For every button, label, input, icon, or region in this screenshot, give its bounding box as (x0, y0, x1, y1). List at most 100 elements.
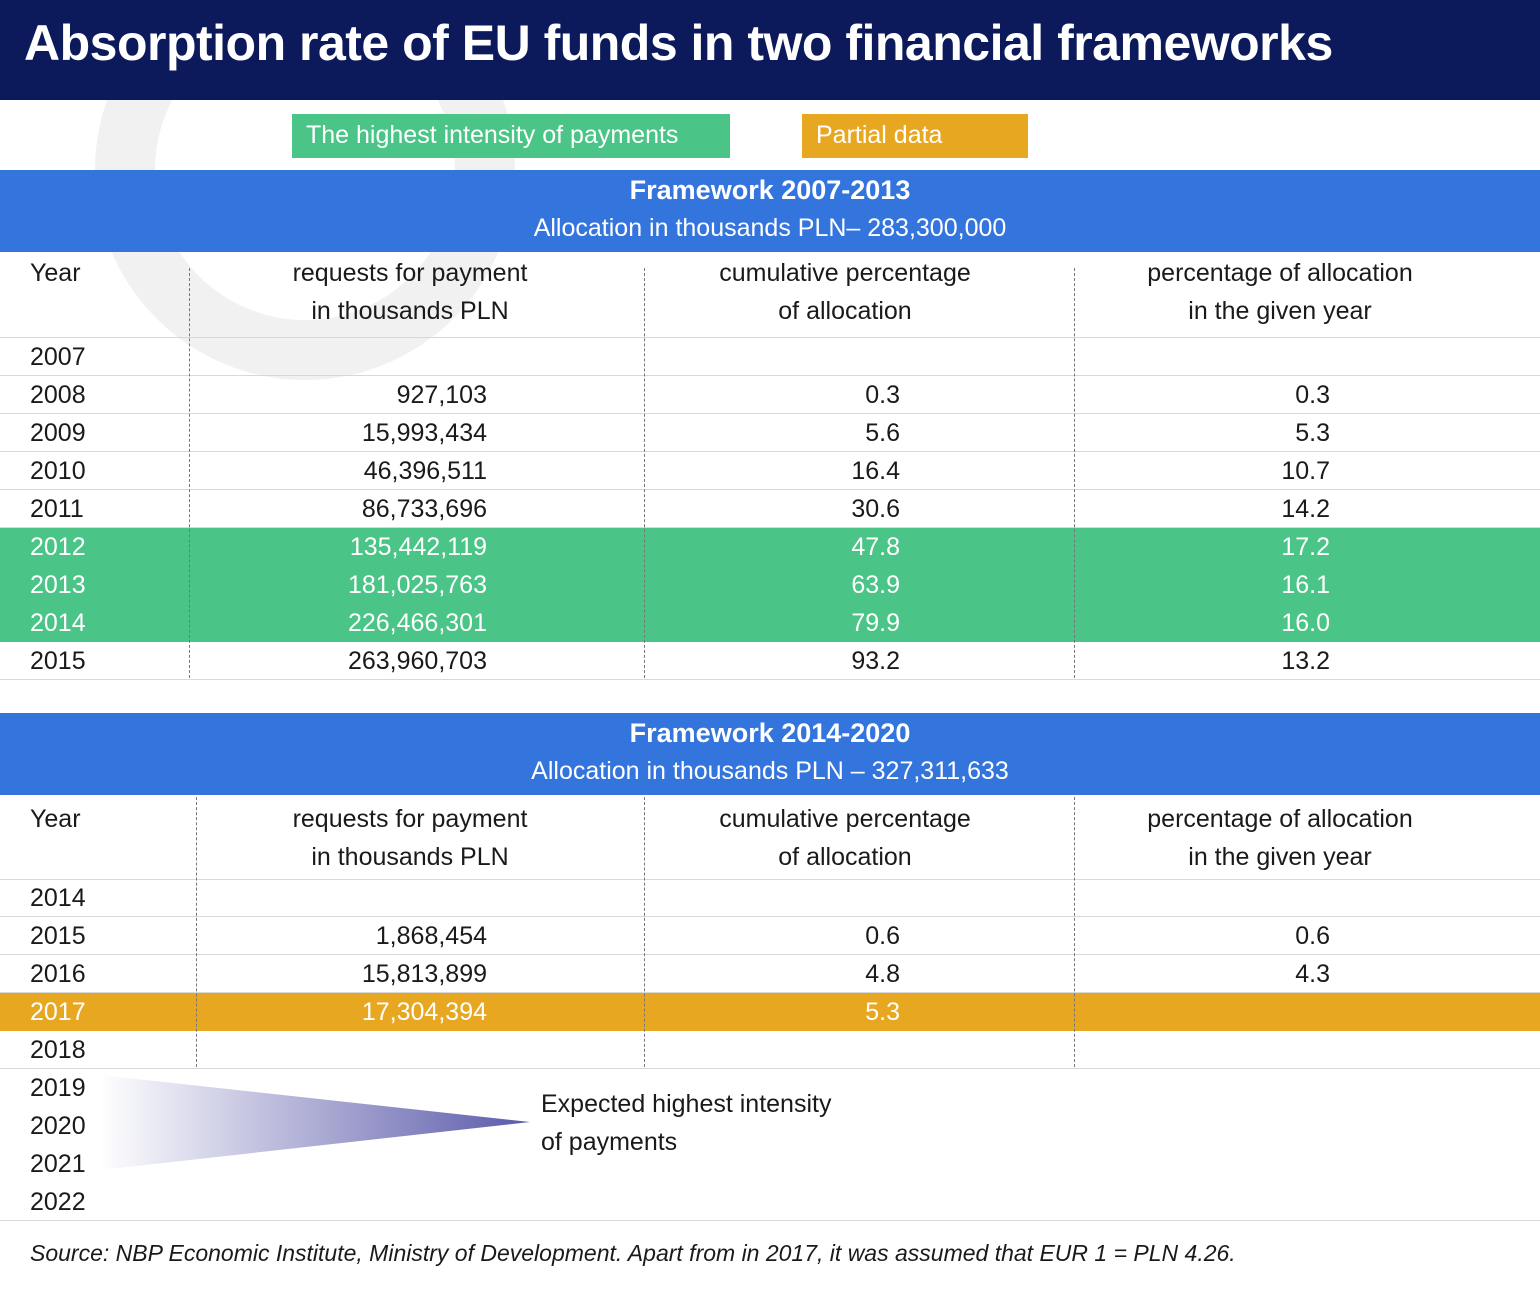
requests-cell: 181,025,763 (347, 571, 487, 599)
header-divider (0, 879, 1540, 880)
table-row: 2010 46,396,511 16.4 10.7 (0, 452, 1540, 490)
source-note: Source: NBP Economic Institute, Ministry… (30, 1240, 1236, 1266)
year-cell: 2017 (30, 998, 86, 1026)
framework-2007-2013-header: Framework 2007-2013 Allocation in thousa… (0, 170, 1540, 252)
table-row: 2018 (0, 1031, 1540, 1069)
percentage-cell: 16.1 (1281, 571, 1330, 599)
table-row: 2009 15,993,434 5.6 5.3 (0, 414, 1540, 452)
year-cell: 2010 (30, 457, 86, 485)
percentage-cell: 0.6 (1295, 922, 1330, 950)
table-row: 2014 (0, 879, 1540, 917)
table-row: 2014 226,466,301 79.9 16.0 (0, 604, 1540, 642)
table-row: 2015 263,960,703 93.2 13.2 (0, 642, 1540, 680)
percentage-cell: 17.2 (1281, 533, 1330, 561)
table-row: 2016 15,813,899 4.8 4.3 (0, 955, 1540, 993)
expected-intensity-arrow-icon (100, 1075, 530, 1170)
row-divider (0, 916, 1540, 917)
col-percentage-header: percentage of allocation in the given ye… (1147, 805, 1413, 871)
future-year: 2019 (30, 1074, 86, 1102)
col-requests-header: requests for payment in thousands PLN (292, 259, 528, 325)
future-year: 2021 (30, 1150, 86, 1178)
table-row: 2017 17,304,394 5.3 (0, 993, 1540, 1031)
row-divider (0, 527, 1540, 528)
expected-intensity-label: Expected highest intensity of payments (541, 1090, 832, 1156)
requests-cell: 1,868,454 (375, 922, 487, 950)
table-row: 2015 1,868,454 0.6 0.6 (0, 917, 1540, 955)
cumulative-cell: 16.4 (851, 457, 900, 485)
col-cumulative-header: cumulative percentage of allocation (719, 259, 971, 325)
future-year: 2020 (30, 1112, 86, 1140)
cumulative-cell: 30.6 (851, 495, 900, 523)
column-divider (1074, 268, 1075, 678)
row-divider (0, 992, 1540, 993)
future-year: 2022 (30, 1188, 86, 1216)
percentage-cell: 16.0 (1281, 609, 1330, 637)
year-cell: 2012 (30, 533, 86, 561)
col-percentage-header: percentage of allocation in the given ye… (1147, 259, 1413, 325)
year-cell: 2014 (30, 609, 86, 637)
percentage-cell: 13.2 (1281, 647, 1330, 675)
requests-cell: 226,466,301 (347, 609, 487, 637)
column-divider (644, 268, 645, 678)
requests-cell: 135,442,119 (349, 533, 487, 561)
col-cumulative-header: cumulative percentage of allocation (719, 805, 971, 871)
column-divider (1074, 797, 1075, 1067)
percentage-cell: 4.3 (1295, 960, 1330, 988)
cumulative-cell: 79.9 (851, 609, 900, 637)
cumulative-cell: 4.8 (865, 960, 900, 988)
year-cell: 2014 (30, 884, 86, 912)
framework-title: Framework 2007-2013 (629, 175, 911, 205)
table-row: 2011 86,733,696 30.6 14.2 (0, 490, 1540, 528)
row-divider (0, 1220, 1540, 1221)
percentage-cell: 0.3 (1295, 381, 1330, 409)
column-divider (644, 797, 645, 1067)
year-cell: 2007 (30, 343, 86, 371)
legend-partial-data: Partial data (802, 114, 1028, 158)
row-divider (0, 451, 1540, 452)
column-divider (196, 797, 197, 1067)
header-divider (0, 337, 1540, 338)
table-row: 2007 (0, 338, 1540, 376)
cumulative-cell: 0.6 (865, 922, 900, 950)
requests-cell: 15,993,434 (361, 419, 487, 447)
row-divider (0, 1068, 1540, 1069)
page-title: Absorption rate of EU funds in two finan… (24, 15, 1333, 71)
cumulative-cell: 5.6 (865, 419, 900, 447)
year-cell: 2011 (30, 495, 84, 523)
percentage-cell: 14.2 (1281, 495, 1330, 523)
table-row: 2012 135,442,119 47.8 17.2 (0, 528, 1540, 566)
col-year-header: Year (30, 805, 81, 833)
title-bar: Absorption rate of EU funds in two finan… (0, 0, 1540, 100)
framework-2014-2020-header: Framework 2014-2020 Allocation in thousa… (0, 713, 1540, 795)
cumulative-cell: 47.8 (851, 533, 900, 561)
year-cell: 2015 (30, 922, 86, 950)
requests-cell: 15,813,899 (361, 960, 487, 988)
row-divider (0, 954, 1540, 955)
col-year-header: Year (30, 259, 81, 287)
percentage-cell: 10.7 (1281, 457, 1330, 485)
year-cell: 2013 (30, 571, 86, 599)
framework-title: Framework 2014-2020 (629, 718, 911, 748)
cumulative-cell: 5.3 (865, 998, 900, 1026)
framework-allocation: Allocation in thousands PLN– 283,300,000 (533, 214, 1007, 242)
requests-cell: 86,733,696 (361, 495, 487, 523)
year-cell: 2015 (30, 647, 86, 675)
framework-allocation: Allocation in thousands PLN – 327,311,63… (531, 757, 1009, 785)
cumulative-cell: 63.9 (851, 571, 900, 599)
requests-cell: 17,304,394 (361, 998, 487, 1026)
cumulative-cell: 93.2 (851, 647, 900, 675)
requests-cell: 927,103 (396, 381, 487, 409)
row-divider (0, 375, 1540, 376)
legend-highest-intensity: The highest intensity of payments (292, 114, 730, 158)
table-row: 2008 927,103 0.3 0.3 (0, 376, 1540, 414)
row-divider (0, 489, 1540, 490)
requests-cell: 46,396,511 (363, 457, 487, 485)
requests-cell: 263,960,703 (347, 647, 487, 675)
year-cell: 2016 (30, 960, 86, 988)
col-requests-header: requests for payment in thousands PLN (292, 805, 528, 871)
row-divider (0, 679, 1540, 680)
year-cell: 2018 (30, 1036, 86, 1064)
percentage-cell: 5.3 (1295, 419, 1330, 447)
cumulative-cell: 0.3 (865, 381, 900, 409)
year-cell: 2009 (30, 419, 86, 447)
